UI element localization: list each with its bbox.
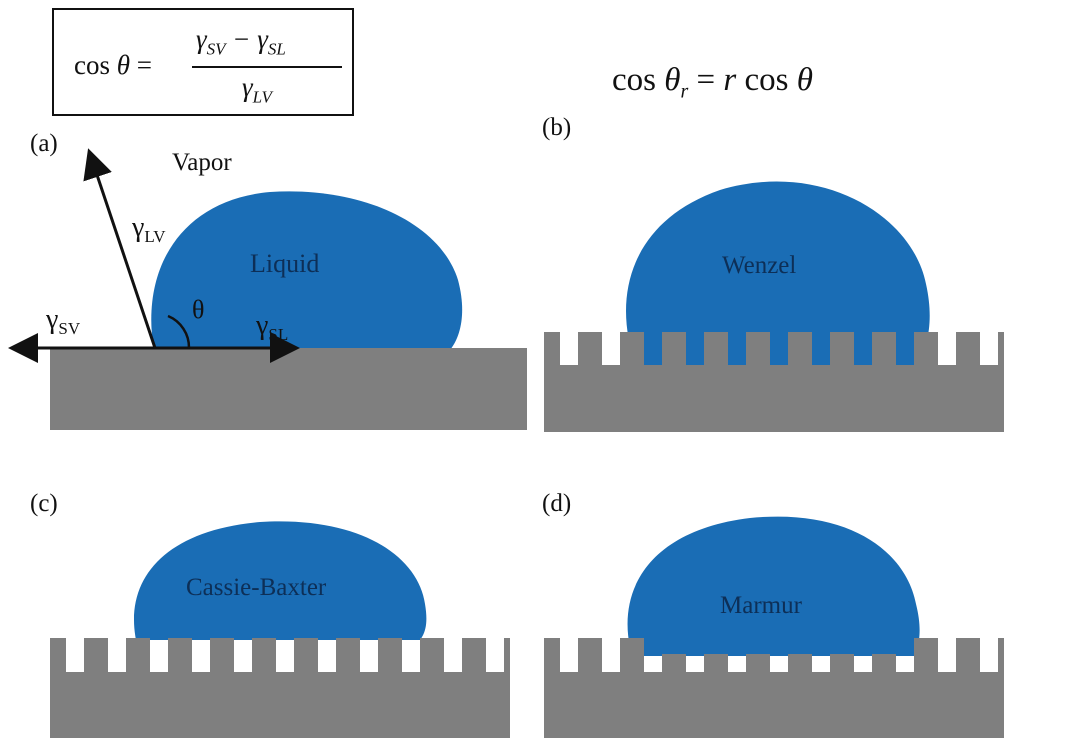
wenzel-droplet <box>626 181 930 365</box>
gamma-lv-label: γLV <box>131 212 166 246</box>
gamma-sv-label: γSV <box>45 304 81 338</box>
liquid-droplet <box>151 191 463 350</box>
marmur-label: Marmur <box>720 592 803 619</box>
rough-substrate-c <box>50 638 510 738</box>
young-equation-box: cos θ = γSV − γSL γLV <box>52 8 354 116</box>
gamma-sl-label: γSL <box>255 310 288 344</box>
young-equation-numerator: γSV − γSL <box>196 24 286 59</box>
gamma-lv-arrow <box>83 148 157 349</box>
panel-a: Vapor Liquid γLV γSV γSL θ <box>7 148 527 430</box>
panel-c-label: (c) <box>30 490 58 517</box>
rough-substrate-b <box>544 332 1004 432</box>
panel-d-label: (d) <box>542 490 572 517</box>
liquid-label: Liquid <box>250 249 319 278</box>
panel-b: Wenzel <box>544 181 1004 432</box>
panel-a-label: (a) <box>30 130 58 157</box>
contact-angle-arc <box>167 314 191 349</box>
panel-c: Cassie-Baxter <box>50 521 510 738</box>
wenzel-label: Wenzel <box>722 252 796 279</box>
panel-b-label: (b) <box>542 114 572 141</box>
young-equation-denominator: γLV <box>242 72 272 107</box>
vapor-label: Vapor <box>172 149 232 176</box>
marmur-partial-penetration <box>662 638 896 654</box>
rough-substrate-d <box>544 638 1004 738</box>
fraction-bar <box>192 66 342 68</box>
flat-solid-substrate <box>50 348 527 430</box>
marmur-droplet <box>627 516 920 656</box>
wenzel-equation: cos θr = r cos θ <box>612 62 813 103</box>
cassie-baxter-droplet <box>133 521 427 640</box>
cassie-baxter-label: Cassie-Baxter <box>186 574 327 601</box>
theta-label: θ <box>192 295 204 324</box>
young-equation-lhs: cos θ = <box>74 50 152 80</box>
panel-d: Marmur <box>544 516 1004 738</box>
